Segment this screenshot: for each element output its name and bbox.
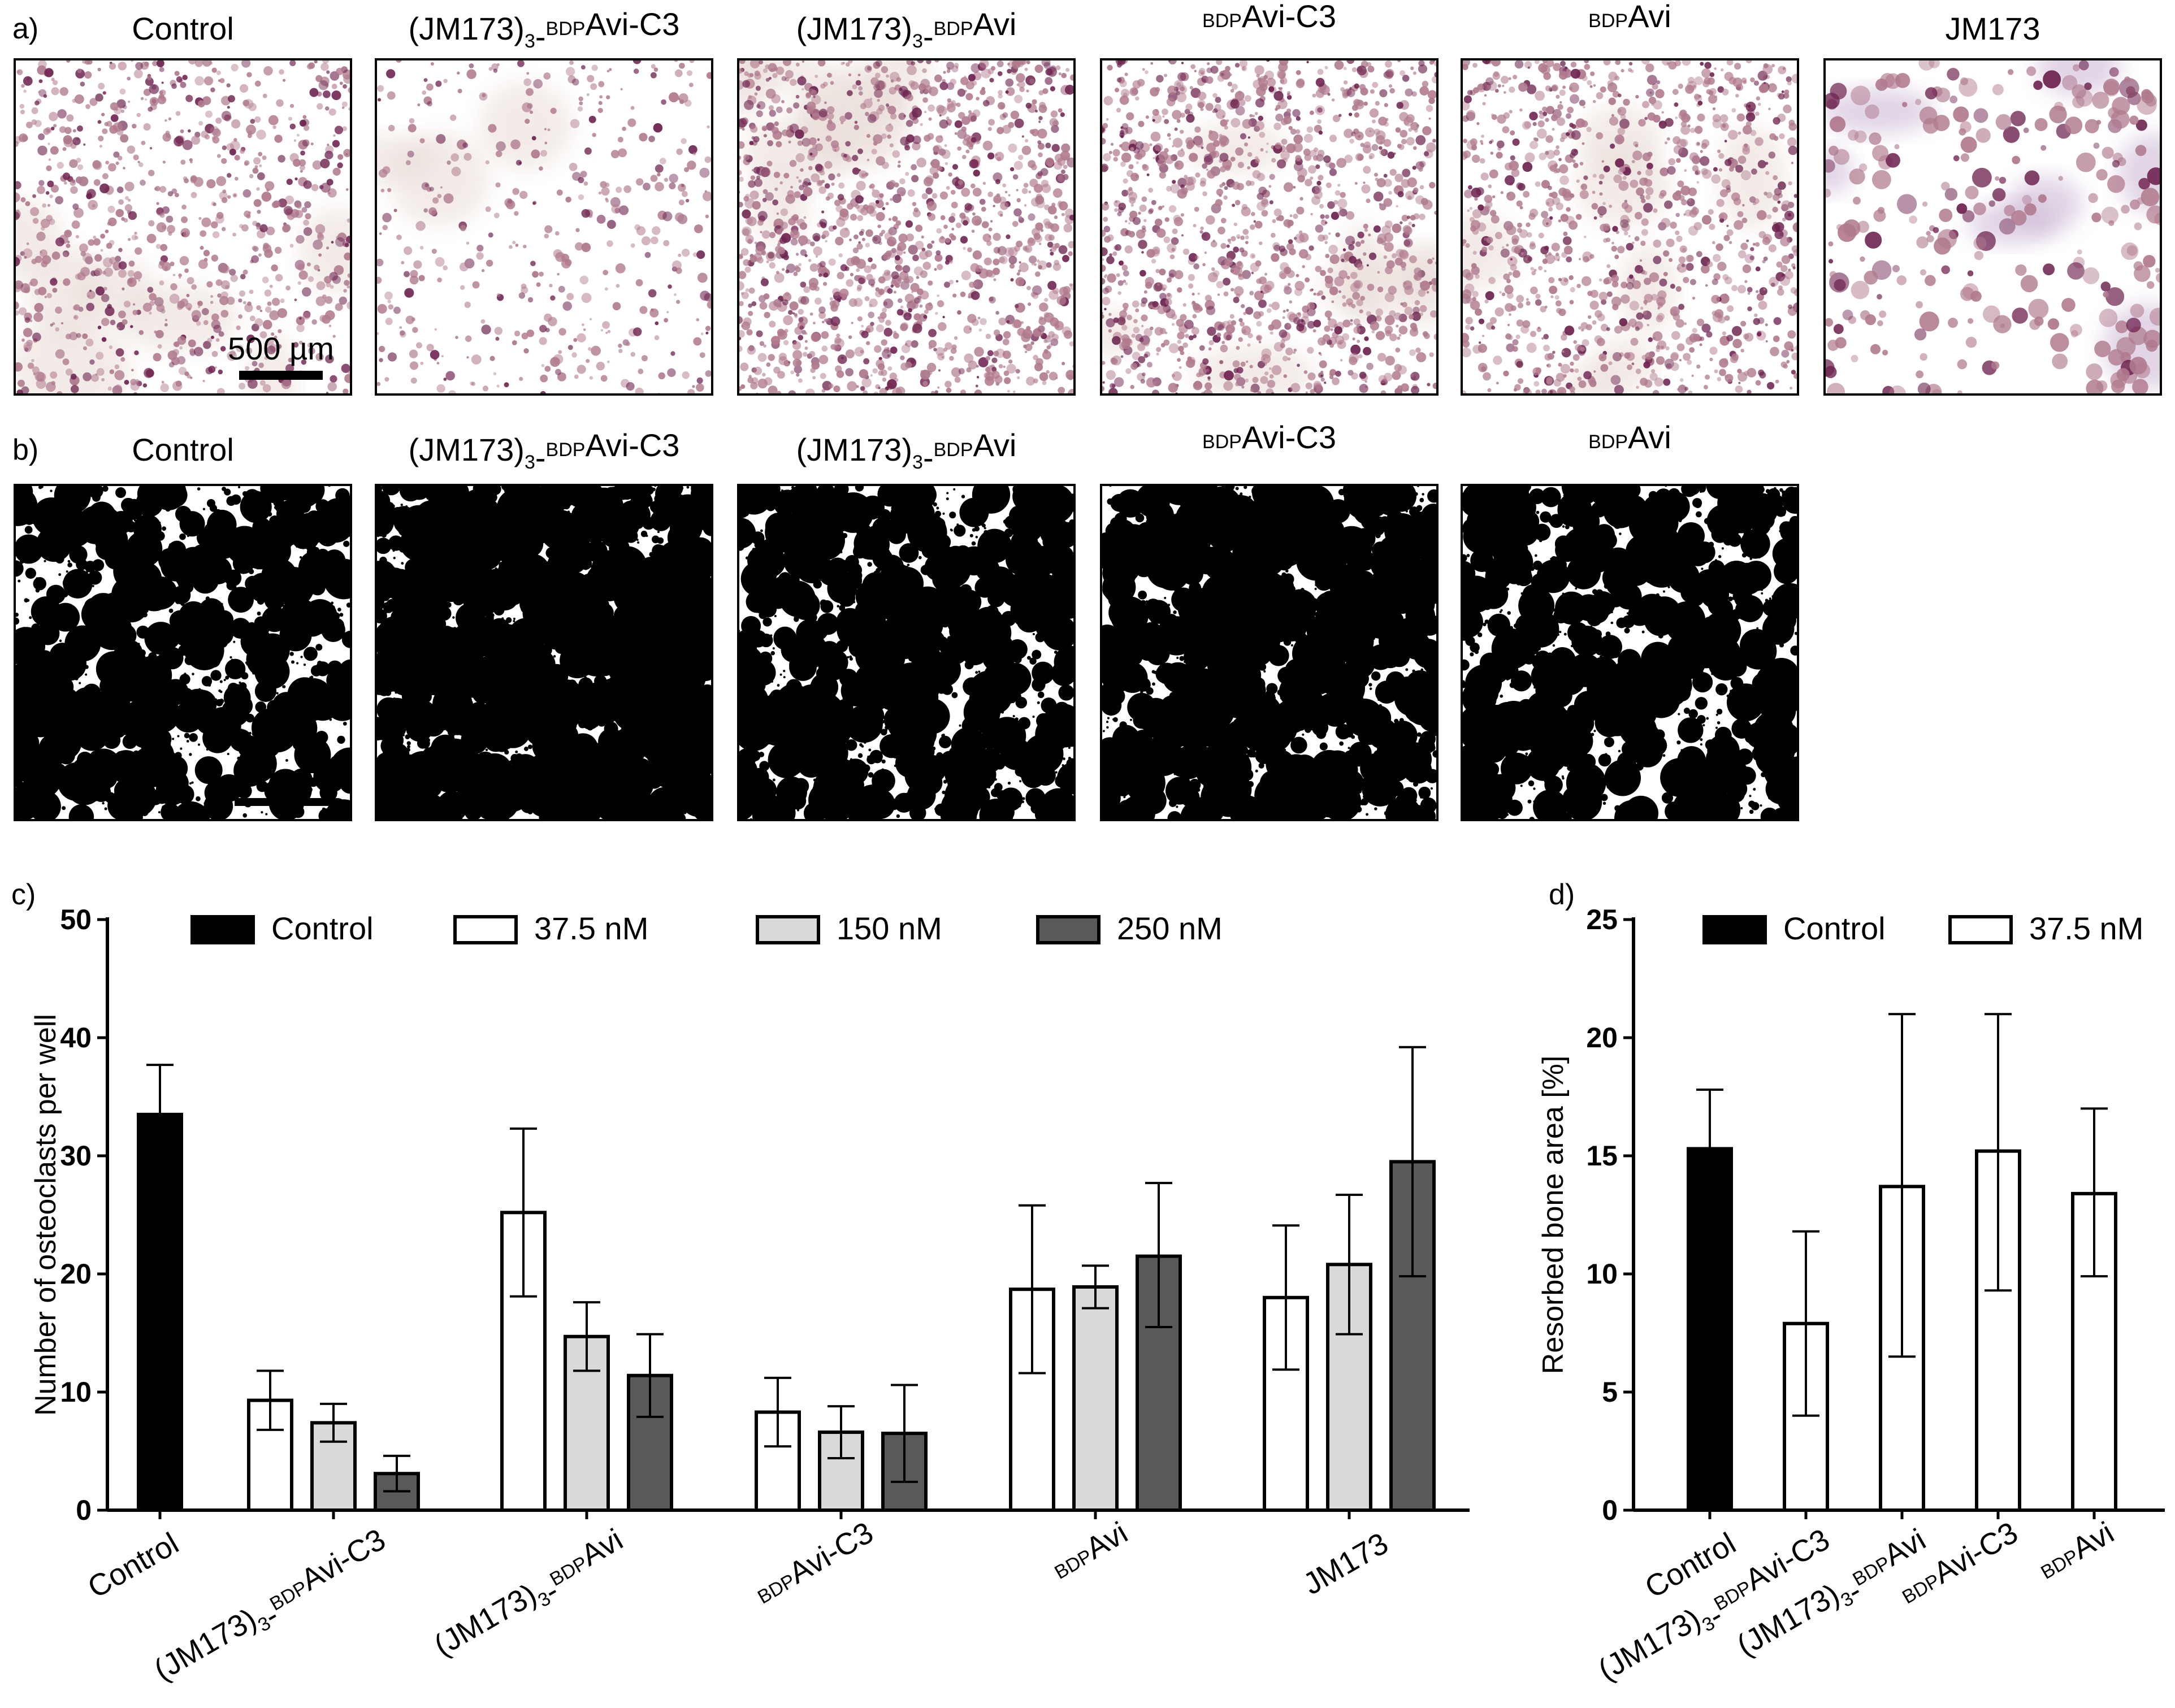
x-category-label: BDPAvi bbox=[1046, 1515, 1133, 1585]
legend-swatch bbox=[1036, 915, 1101, 944]
y-axis-title: Resorbed bone area [%] bbox=[1537, 1056, 1570, 1375]
tile-frame bbox=[1823, 58, 2162, 396]
y-tick-label: 15 bbox=[1586, 1140, 1618, 1172]
tile-frame bbox=[14, 58, 352, 396]
tile-texture bbox=[1462, 59, 1798, 395]
tile-title: Control bbox=[132, 432, 234, 467]
x-category-label: JM173 bbox=[1298, 1526, 1394, 1601]
legend-swatch bbox=[1702, 915, 1767, 944]
tile-a-3: BDPAvi-C3 bbox=[1100, 0, 1439, 396]
legend-swatch bbox=[453, 915, 518, 944]
legend-label: Control bbox=[1783, 911, 1886, 946]
tile-frame bbox=[1100, 58, 1439, 396]
tile-texture bbox=[15, 485, 351, 820]
panel-d-resorption-chart: d) 0 5 10 15 20 25 Resorbed bone area [%] Contro… bbox=[1537, 878, 2165, 1687]
legend-swatch bbox=[190, 915, 255, 944]
tile-texture bbox=[1462, 485, 1798, 820]
tile-texture bbox=[1101, 485, 1437, 820]
tile-b-1: (JM173)3-BDPAvi-C3 bbox=[375, 427, 713, 821]
y-tick-label: 5 bbox=[1602, 1376, 1618, 1408]
tile-texture bbox=[738, 485, 1074, 820]
legend-label: 150 nM bbox=[837, 911, 942, 946]
tile-title: Control bbox=[132, 11, 234, 46]
y-tick-label: 25 bbox=[1586, 904, 1618, 935]
bar bbox=[1072, 1285, 1119, 1512]
panel-b-resorption-pits: b) Control (JM173)3-BDPAvi-C3 (JM173)3-BDPA… bbox=[12, 419, 1799, 821]
tile-texture bbox=[376, 485, 712, 820]
tile-frame bbox=[375, 484, 713, 821]
y-tick-label: 10 bbox=[60, 1376, 92, 1408]
tile-frame bbox=[737, 58, 1076, 396]
x-category-label: (JM173)3-BDPAvi-C3 bbox=[146, 1523, 397, 1694]
y-tick-label: 10 bbox=[1586, 1258, 1618, 1290]
panel-letter-a: a) bbox=[12, 12, 38, 45]
tile-b-4: BDPAvi bbox=[1461, 419, 1799, 821]
panel-a-micrographs: a) Control (JM173)3-BDPAvi-C3 (JM173)3-BDPA… bbox=[12, 0, 2162, 396]
tile-texture bbox=[15, 59, 351, 395]
panel-letter: c) bbox=[11, 878, 36, 911]
bar bbox=[564, 1334, 610, 1512]
tile-title: (JM173)3-BDPAvi bbox=[796, 6, 1017, 54]
tile-title: (JM173)3-BDPAvi bbox=[796, 427, 1017, 475]
y-tick-label: 20 bbox=[60, 1258, 92, 1290]
tile-frame bbox=[1461, 484, 1799, 821]
tile-texture bbox=[1825, 59, 2161, 395]
tile-frame bbox=[1100, 484, 1439, 821]
tile-a-1: (JM173)3-BDPAvi-C3 bbox=[375, 6, 713, 396]
tile-a-5: JM173 bbox=[1823, 11, 2162, 396]
bar bbox=[2071, 1191, 2117, 1512]
tile-texture bbox=[738, 59, 1074, 395]
x-category-label: (JM173)3-BDPAvi bbox=[426, 1523, 635, 1670]
tile-b-0: Control bbox=[14, 432, 352, 821]
y-tick-label: 20 bbox=[1586, 1022, 1618, 1054]
panel-c-osteoclast-chart: c) 0 10 20 30 40 50 Number of osteoclasts per w… bbox=[11, 878, 1470, 1694]
tile-title: (JM173)3-BDPAvi-C3 bbox=[409, 6, 680, 54]
bar bbox=[137, 1112, 183, 1512]
tile-title: BDPAvi-C3 bbox=[1202, 0, 1336, 34]
legend-swatch bbox=[756, 915, 820, 944]
legend-swatch bbox=[1948, 915, 2013, 944]
panel-letter: d) bbox=[1549, 878, 1575, 911]
legend-label: 37.5 nM bbox=[534, 911, 648, 946]
tile-frame bbox=[1461, 58, 1799, 396]
scale-bar-b bbox=[235, 798, 331, 806]
y-axis-title: Number of osteoclasts per well bbox=[29, 1014, 62, 1416]
tile-title: JM173 bbox=[1945, 11, 2040, 46]
tile-title: BDPAvi bbox=[1588, 419, 1671, 455]
tile-frame bbox=[14, 484, 352, 821]
legend-label: Control bbox=[271, 911, 374, 946]
y-tick-label: 30 bbox=[60, 1140, 92, 1172]
y-tick-label: 50 bbox=[60, 904, 92, 935]
tile-texture bbox=[376, 59, 712, 395]
y-tick-label: 40 bbox=[60, 1022, 92, 1054]
tile-frame bbox=[375, 58, 713, 396]
tile-b-2: (JM173)3-BDPAvi bbox=[737, 427, 1076, 821]
scale-bar-label: 500 µm bbox=[228, 331, 334, 366]
x-category-label: Control bbox=[82, 1526, 184, 1605]
tile-b-3: BDPAvi-C3 bbox=[1100, 419, 1439, 821]
tile-title: BDPAvi bbox=[1588, 0, 1671, 34]
legend-label: 250 nM bbox=[1117, 911, 1223, 946]
scale-bar bbox=[239, 371, 323, 380]
x-category-label: BDPAvi-C3 bbox=[749, 1515, 879, 1610]
tile-a-4: BDPAvi bbox=[1461, 0, 1799, 396]
tile-a-2: (JM173)3-BDPAvi bbox=[737, 6, 1076, 396]
tile-title: (JM173)3-BDPAvi-C3 bbox=[409, 427, 680, 475]
tile-frame bbox=[737, 484, 1076, 821]
tile-a-0: Control bbox=[14, 11, 352, 396]
x-category-label: BDPAvi bbox=[2032, 1515, 2120, 1585]
y-tick-label: 0 bbox=[1602, 1494, 1618, 1526]
tile-title: BDPAvi-C3 bbox=[1202, 419, 1336, 455]
y-tick-label: 0 bbox=[76, 1494, 92, 1526]
legend-label: 37.5 nM bbox=[2029, 911, 2143, 946]
panel-letter-b: b) bbox=[12, 433, 38, 466]
tile-texture bbox=[1101, 59, 1437, 395]
